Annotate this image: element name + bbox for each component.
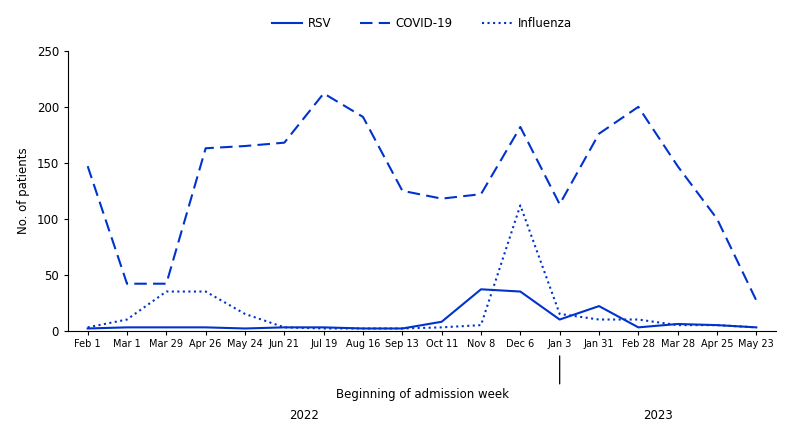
- Influenza: [751, 325, 761, 330]
- Influenza: [240, 311, 250, 316]
- COVID-19: [437, 196, 446, 201]
- RSV: [319, 325, 329, 330]
- Influenza: [83, 325, 93, 330]
- RSV: [162, 325, 171, 330]
- RSV: [437, 319, 446, 324]
- COVID-19: [712, 216, 722, 221]
- Influenza: [634, 317, 643, 322]
- RSV: [201, 325, 210, 330]
- RSV: [398, 326, 407, 331]
- Influenza: [712, 323, 722, 328]
- RSV: [122, 325, 132, 330]
- RSV: [279, 325, 289, 330]
- Text: 2023: 2023: [643, 409, 673, 422]
- Influenza: [515, 203, 525, 208]
- COVID-19: [515, 125, 525, 130]
- Influenza: [437, 325, 446, 330]
- COVID-19: [594, 131, 604, 136]
- COVID-19: [751, 298, 761, 303]
- COVID-19: [201, 146, 210, 151]
- Influenza: [122, 317, 132, 322]
- RSV: [751, 325, 761, 330]
- RSV: [594, 304, 604, 309]
- COVID-19: [122, 281, 132, 286]
- X-axis label: Beginning of admission week: Beginning of admission week: [335, 388, 509, 401]
- Influenza: [673, 323, 682, 328]
- COVID-19: [673, 164, 682, 169]
- Line: RSV: RSV: [88, 289, 756, 329]
- RSV: [476, 287, 486, 292]
- Influenza: [476, 323, 486, 328]
- Influenza: [398, 326, 407, 331]
- RSV: [358, 326, 368, 331]
- COVID-19: [279, 140, 289, 145]
- COVID-19: [162, 281, 171, 286]
- Line: COVID-19: COVID-19: [88, 93, 756, 301]
- Y-axis label: No. of patients: No. of patients: [17, 148, 30, 234]
- Influenza: [555, 311, 565, 316]
- RSV: [673, 321, 682, 326]
- COVID-19: [240, 143, 250, 148]
- COVID-19: [83, 164, 93, 169]
- Influenza: [358, 326, 368, 331]
- RSV: [515, 289, 525, 294]
- COVID-19: [319, 91, 329, 96]
- Influenza: [162, 289, 171, 294]
- Influenza: [594, 317, 604, 322]
- RSV: [712, 323, 722, 328]
- RSV: [555, 317, 565, 322]
- Text: 2022: 2022: [289, 409, 319, 422]
- RSV: [83, 326, 93, 331]
- Influenza: [319, 326, 329, 331]
- RSV: [240, 326, 250, 331]
- COVID-19: [398, 188, 407, 193]
- Legend: RSV, COVID-19, Influenza: RSV, COVID-19, Influenza: [267, 12, 577, 34]
- COVID-19: [476, 192, 486, 197]
- COVID-19: [358, 114, 368, 120]
- Influenza: [201, 289, 210, 294]
- COVID-19: [555, 202, 565, 207]
- RSV: [634, 325, 643, 330]
- COVID-19: [634, 104, 643, 109]
- Influenza: [279, 325, 289, 330]
- Line: Influenza: Influenza: [88, 205, 756, 329]
